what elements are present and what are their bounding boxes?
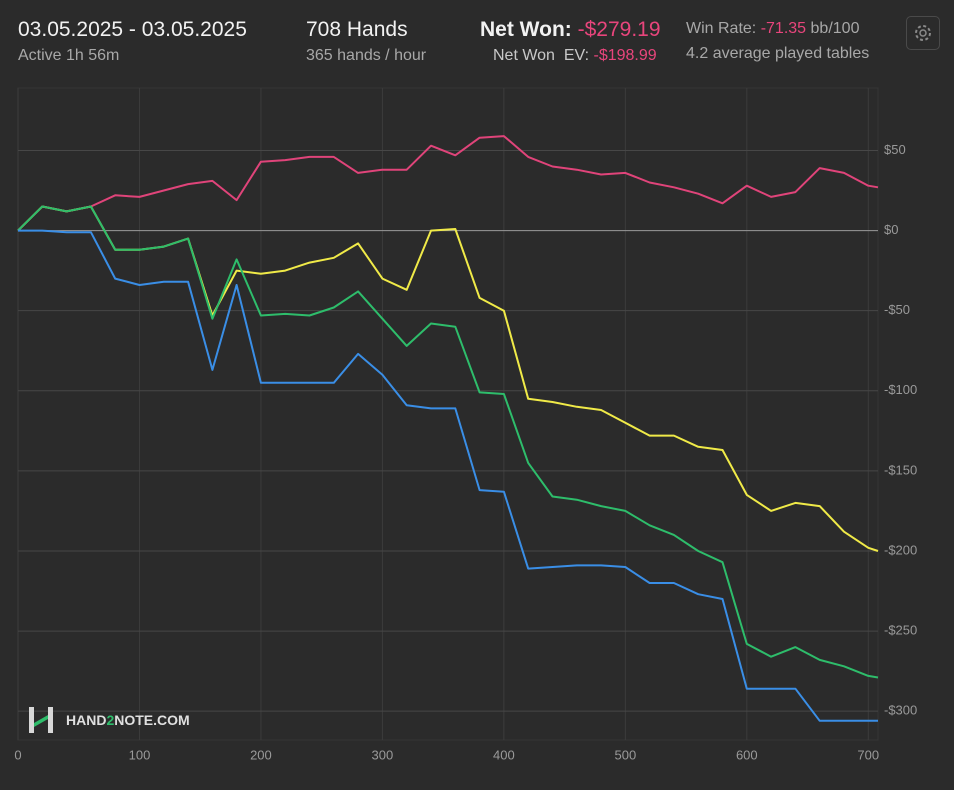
series-line <box>18 229 878 722</box>
win-rate-label: Win Rate: <box>686 20 757 37</box>
x-tick-label: 600 <box>736 747 758 762</box>
y-tick-label: -$250 <box>884 623 917 638</box>
y-tick-label: $50 <box>884 142 906 157</box>
series-line <box>17 135 879 232</box>
y-tick-label: -$100 <box>884 382 917 397</box>
x-tick-label: 500 <box>614 747 636 762</box>
x-tick-label: 300 <box>372 747 394 762</box>
net-won-ev-value: -$198.99 <box>593 47 657 64</box>
net-won-ev-label: Net Won EV: <box>493 47 590 64</box>
watermark: HAND 2 NOTE.COM <box>26 704 190 736</box>
x-tick-label: 400 <box>493 747 515 762</box>
net-won-value: -$279.19 <box>577 18 661 41</box>
net-won: Net Won: -$279.19 <box>480 18 661 42</box>
y-tick-label: -$200 <box>884 542 917 557</box>
x-tick-label: 200 <box>250 747 272 762</box>
y-tick-label: -$50 <box>884 302 910 317</box>
logo-icon <box>29 707 53 733</box>
y-tick-label: $0 <box>884 222 898 237</box>
active-time: Active 1h 56m <box>18 47 120 64</box>
date-range: 03.05.2025 - 03.05.2025 <box>18 18 247 41</box>
win-rate-unit: bb/100 <box>810 20 860 37</box>
win-rate: Win Rate: -71.35 bb/100 <box>686 20 859 38</box>
tables: 4.2 average played tables <box>686 45 870 62</box>
net-won-label: Net Won: <box>480 18 572 41</box>
series-line <box>17 205 879 679</box>
win-rate-value: -71.35 <box>760 20 807 37</box>
gear-icon <box>915 25 931 41</box>
watermark-part: NOTE.COM <box>114 712 190 728</box>
settings-button[interactable] <box>906 16 940 50</box>
hands-rate: 365 hands / hour <box>306 47 427 64</box>
y-tick-label: -$300 <box>884 703 917 718</box>
x-tick-label: 700 <box>857 747 879 762</box>
x-tick-label: 100 <box>129 747 151 762</box>
y-tick-label: -$150 <box>884 462 917 477</box>
watermark-part: 2 <box>106 712 115 728</box>
net-won-ev: Net Won EV: -$198.99 <box>493 47 657 65</box>
x-tick-label: 0 <box>14 747 21 762</box>
watermark-part: HAND <box>66 712 107 728</box>
hands: 708 Hands <box>306 18 408 41</box>
